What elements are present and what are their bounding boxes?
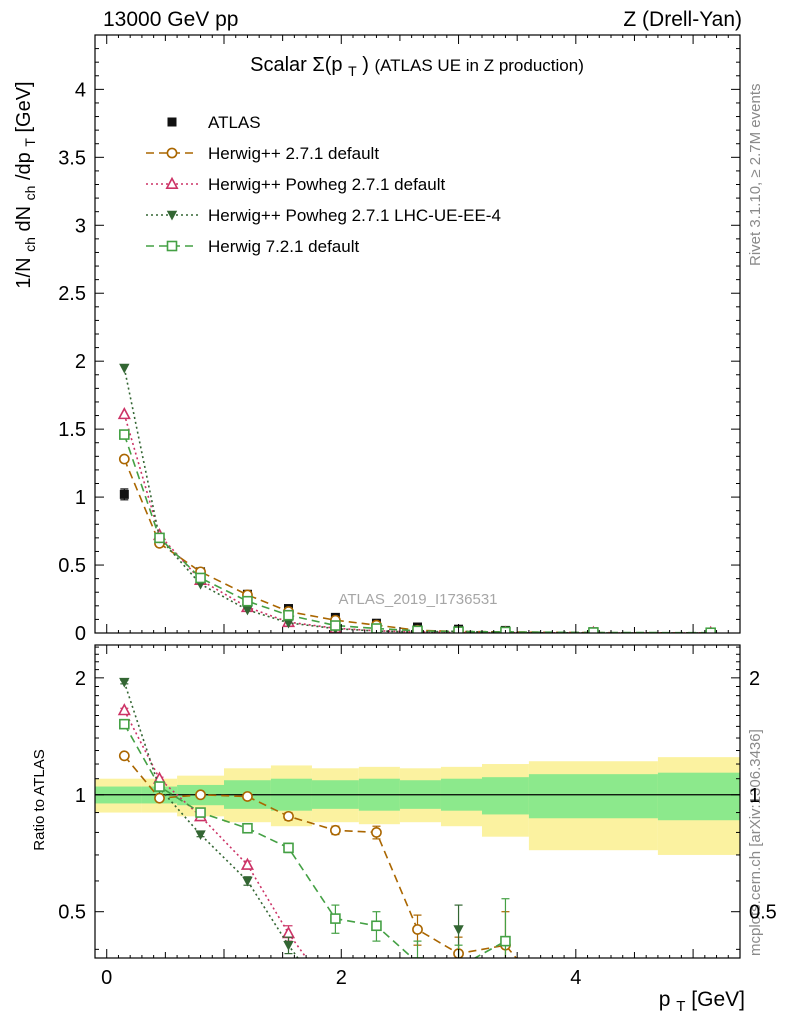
x-tick-label: 0: [101, 967, 112, 989]
analysis-id-watermark: ATLAS_2019_I1736531: [338, 591, 497, 608]
plot-title-sub: T: [348, 63, 357, 79]
main-y-tick-label: 1: [75, 487, 86, 509]
main-y-axis-label: 1/N ch dN ch /dp T [GeV]: [13, 81, 40, 288]
ratio-y-axis-label: Ratio to ATLAS: [31, 749, 48, 850]
header-beam-label: 13000 GeV pp: [103, 8, 238, 31]
ratio-y-tick-label: 2: [75, 668, 86, 690]
legend-label: Herwig 7.2.1 default: [208, 237, 359, 256]
legend-label: ATLAS: [208, 113, 261, 132]
main-series-herwig-2-7-1-default: [118, 453, 717, 633]
x-tick-label: 2: [336, 967, 347, 989]
legend-item-atlas: ATLAS: [167, 113, 261, 132]
ratio-y-tick-label: 0.5: [58, 902, 86, 924]
main-y-tick-label: 3.5: [58, 147, 86, 169]
legend: ATLAS Herwig++ 2.7.1 default Herwig++ Powh…: [146, 113, 501, 256]
plot-title-main: Scalar Σ(p: [250, 54, 342, 76]
rivet-version-note: Rivet 3.1.10, ≥ 2.7M events: [747, 84, 764, 267]
x-tick-label: 4: [570, 967, 581, 989]
main-y-tick-label: 2: [75, 351, 86, 373]
legend-item-herwig-2-7-1-default: Herwig++ 2.7.1 default: [146, 144, 379, 163]
main-y-tick-label: 2.5: [58, 283, 86, 305]
ratio-y-tick-label-right: 2: [749, 668, 760, 690]
legend-item-herwig-7-2-1-default: Herwig 7.2.1 default: [146, 237, 359, 256]
main-y-tick-label: 1.5: [58, 419, 86, 441]
main-y-tick-label: 4: [75, 79, 86, 101]
main-series-atlas: [119, 488, 716, 633]
axes: 0 0.5 1 1.5 2 2.5 3 3.5 4 0.5 0.5 1 1 2 2 0 2 4: [58, 34, 777, 989]
ratio-y-tick-label-right: 0.5: [749, 902, 777, 924]
ratio-y-tick-label: 1: [75, 785, 86, 807]
ratio-y-tick-label-right: 1: [749, 785, 760, 807]
ratio-series-herwig-7-2-1-default: [119, 718, 511, 958]
main-y-tick-label: 0.5: [58, 555, 86, 577]
x-axis-label: p T [GeV]: [659, 988, 745, 1016]
legend-item-herwig-powheg-2-7-1-lhc-ue-ee-4: Herwig++ Powheg 2.7.1 LHC-UE-EE-4: [146, 206, 501, 225]
ratio-series-herwig-powheg-2-7-1-default: [117, 703, 308, 958]
mcplots-reference-note: mcplots.cern.ch [arXiv:1306.3436]: [747, 729, 764, 956]
legend-label: Herwig++ Powheg 2.7.1 default: [208, 175, 445, 194]
legend-label: Herwig++ 2.7.1 default: [208, 144, 379, 163]
legend-label: Herwig++ Powheg 2.7.1 LHC-UE-EE-4: [208, 206, 501, 225]
plot-title-suffix: (ATLAS UE in Z production): [374, 56, 583, 75]
ratio-uncertainty-bands: [95, 757, 740, 855]
plot-title-close: ): [362, 54, 374, 76]
main-y-tick-label: 3: [75, 215, 86, 237]
main-y-tick-label: 0: [75, 623, 86, 645]
plot-title: Scalar Σ(p T ) (ATLAS UE in Z production…: [250, 54, 584, 81]
header-process-label: Z (Drell-Yan): [623, 8, 742, 31]
legend-item-herwig-powheg-2-7-1-default: Herwig++ Powheg 2.7.1 default: [146, 175, 445, 194]
